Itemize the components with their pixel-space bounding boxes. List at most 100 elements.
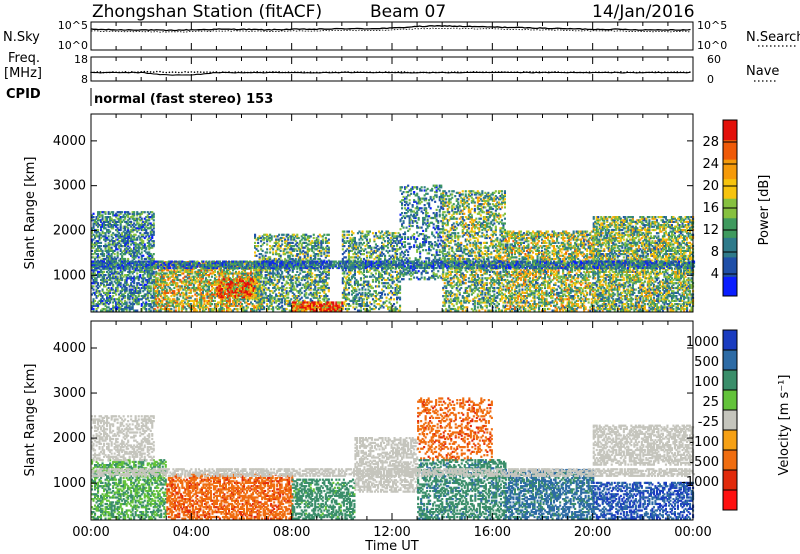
nave-point: [410, 72, 412, 74]
noise-series-0: [91, 26, 691, 31]
heatmap-cell: [103, 271, 105, 273]
heatmap-cell: [112, 295, 114, 297]
heatmap-cell: [103, 253, 105, 255]
nave-point: [178, 72, 180, 74]
nave-point: [510, 71, 512, 73]
nave-point: [203, 71, 205, 73]
nave-point: [144, 71, 146, 73]
nave-point: [476, 71, 478, 73]
nave-point: [376, 72, 378, 74]
nave-point: [557, 71, 559, 73]
nave-point: [532, 71, 534, 73]
nave-point: [272, 71, 274, 73]
heatmap-cell: [109, 231, 111, 233]
heatmap-cell: [111, 247, 113, 249]
nave-point: [460, 72, 462, 74]
nave-point: [294, 71, 296, 73]
nave-point: [350, 72, 352, 74]
nave-point: [670, 71, 672, 73]
nave-point: [454, 71, 456, 73]
nave-point: [564, 72, 566, 74]
nave-point: [100, 71, 102, 73]
heatmap-cell: [120, 248, 122, 250]
nave-point: [103, 72, 105, 74]
nave-point: [347, 71, 349, 73]
nave-point: [667, 72, 669, 74]
nsearch-label: N.Search: [746, 30, 800, 45]
nave-point: [303, 71, 305, 73]
nave-tick-top: 60: [707, 53, 721, 66]
nave-point: [335, 71, 337, 73]
heatmap-cell: [117, 224, 119, 226]
nave-point: [329, 72, 331, 74]
nave-point: [467, 71, 469, 73]
nave-point: [260, 72, 262, 74]
nave-point: [391, 71, 393, 73]
nave-point: [416, 72, 418, 74]
nave-point: [115, 71, 117, 73]
freq-series: [91, 72, 690, 75]
nave-point: [423, 72, 425, 74]
nave-point: [680, 71, 682, 73]
nave-point: [608, 71, 610, 73]
nave-point: [448, 72, 450, 74]
nave-point: [140, 71, 142, 73]
nave-point: [457, 71, 459, 73]
nave-point: [570, 72, 572, 74]
nave-point: [231, 72, 233, 74]
nave-point: [300, 71, 302, 73]
nave-label: Nave: [746, 64, 779, 79]
nave-point: [234, 71, 236, 73]
station-title: Zhongshan Station (fitACF): [92, 2, 322, 22]
nave-point: [134, 72, 136, 74]
nave-point: [661, 72, 663, 74]
heatmap-cell: [127, 258, 129, 260]
nave-point: [150, 71, 152, 73]
nave-point: [573, 71, 575, 73]
heatmap-cell: [94, 300, 96, 302]
nave-point: [166, 72, 168, 74]
nave-point: [363, 71, 365, 73]
heatmap-cell: [102, 214, 104, 216]
heatmap-cell: [97, 282, 99, 284]
nave-point: [526, 71, 528, 73]
nave-point: [156, 71, 158, 73]
heatmap-cell: [100, 242, 102, 244]
heatmap-cell: [108, 235, 110, 237]
nave-point: [617, 72, 619, 74]
radar-summary-figure: Zhongshan Station (fitACF) Beam 07 14/Ja…: [0, 0, 800, 554]
nave-point: [275, 71, 277, 73]
nave-point: [222, 71, 224, 73]
nave-point: [401, 71, 403, 73]
nave-point: [658, 71, 660, 73]
nave-point: [379, 71, 381, 73]
nave-point: [128, 72, 130, 74]
nave-point: [228, 71, 230, 73]
nave-point: [639, 71, 641, 73]
nave-point: [598, 71, 600, 73]
heatmap-cell: [93, 285, 95, 287]
nave-point: [529, 71, 531, 73]
nave-point: [623, 72, 625, 74]
nave-point: [576, 72, 578, 74]
freq-tick-top: 18: [74, 53, 88, 66]
nave-point: [451, 71, 453, 73]
nave-point: [90, 72, 92, 74]
noise-left-tick-top: 10^5: [58, 19, 88, 32]
heatmap-cell: [99, 290, 101, 292]
nave-point: [495, 71, 497, 73]
noise-right-tick-bottom: 10^0: [697, 39, 727, 52]
nave-point: [482, 71, 484, 73]
heatmap-cell: [126, 287, 128, 289]
nave-point: [470, 72, 472, 74]
nave-point: [319, 72, 321, 74]
nave-point: [194, 71, 196, 73]
nave-point: [172, 71, 174, 73]
nave-point: [507, 71, 509, 73]
nave-point: [241, 71, 243, 73]
nave-point: [310, 71, 312, 73]
noise-left-tick-bottom: 10^0: [58, 39, 88, 52]
nave-point: [209, 71, 211, 73]
nave-point: [561, 72, 563, 74]
nave-point: [159, 71, 161, 73]
